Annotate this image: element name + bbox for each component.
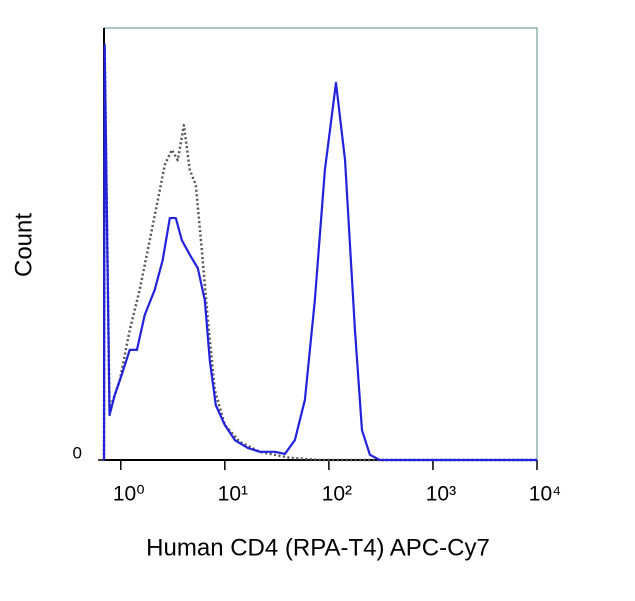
x-tick-label: 10⁰ — [113, 483, 145, 506]
histogram-line — [102, 44, 537, 462]
histogram-line — [102, 44, 537, 462]
x-tick-label: 10² — [322, 483, 352, 506]
plot-frame — [103, 27, 538, 461]
x-axis-label: Human CD4 (RPA-T4) APC-Cy7 — [146, 534, 490, 561]
x-tick-label: 10¹ — [218, 483, 248, 506]
y-axis-label: Count — [10, 213, 37, 277]
y-tick-label: 0 — [73, 443, 82, 462]
x-tick-label: 10⁴ — [529, 483, 561, 506]
x-tick-label: 10³ — [426, 483, 456, 506]
